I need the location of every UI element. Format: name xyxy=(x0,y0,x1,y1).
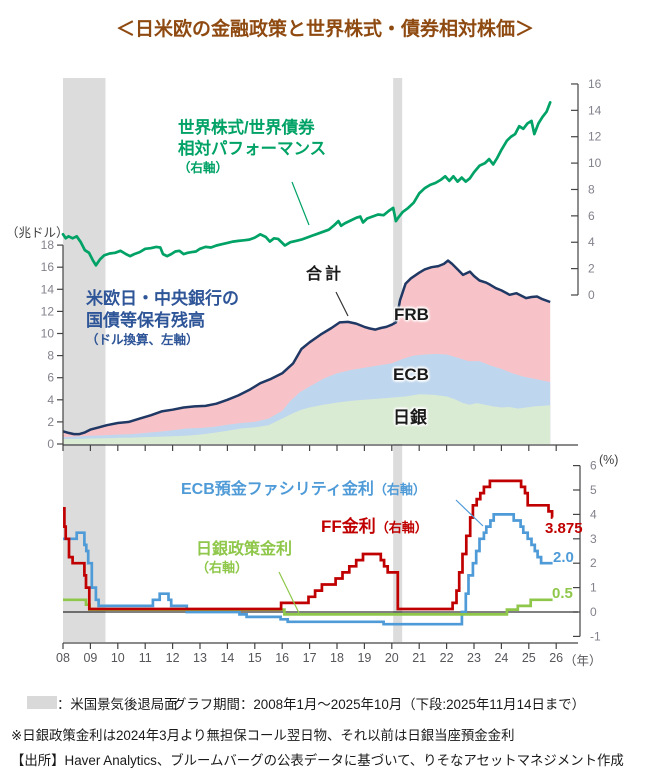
right-top-axis-tick-label: 16 xyxy=(588,77,602,91)
year-label: 14 xyxy=(220,651,234,665)
right-top-axis-tick-label: 4 xyxy=(588,235,595,249)
ecb-rate-label-text: ECB預金ファシリティ金利 xyxy=(181,481,374,498)
year-label: 12 xyxy=(166,651,180,665)
recession-legend-swatch xyxy=(27,696,57,709)
right-top-axis-tick-label: 2 xyxy=(588,262,595,276)
step-ff_line xyxy=(63,479,554,611)
policy-rate-lines xyxy=(63,479,554,626)
year-label: 25 xyxy=(522,651,536,665)
total-label-leader xyxy=(335,291,349,317)
left-axis-tick-label: 4 xyxy=(47,393,54,407)
ecb-rate-axis-note: （右軸） xyxy=(373,482,426,497)
year-label: 10 xyxy=(111,651,125,665)
source-footnote: 【出所】Haver Analytics、ブルームバーグの公表データに基づいて、り… xyxy=(11,753,624,768)
year-label: 23 xyxy=(467,651,481,665)
year-axis-unit: （年） xyxy=(564,654,602,668)
total-label: 合計 xyxy=(306,266,345,283)
ecb-rate-label: ECB預金ファシリティ金利（右軸） xyxy=(181,480,426,500)
right-top-axis-tick-label: 6 xyxy=(588,209,595,223)
step-boj_line xyxy=(63,598,553,616)
page-title: ＜日米欧の金融政策と世界株式・債券相対株価＞ xyxy=(115,19,534,40)
right-bottom-axis-tick-label: -1 xyxy=(590,629,601,643)
world-relative-label-line1: 世界株式/世界債券 xyxy=(178,119,315,137)
left-axis-tick-label: 12 xyxy=(41,304,55,318)
percent-axis-unit: (%) xyxy=(599,453,619,467)
right-top-axis-tick-label: 0 xyxy=(588,288,595,302)
right-bottom-axis-tick-label: 6 xyxy=(590,459,597,473)
boj-end-value: 0.5 xyxy=(552,585,573,602)
cb-label-line1: 米欧日・中央銀行の xyxy=(86,289,239,308)
ecb-area-label: ECB xyxy=(393,365,429,384)
year-label: 16 xyxy=(275,651,289,665)
left-axis-tick-label: 10 xyxy=(41,327,55,341)
world-relative-axis-note: （右軸） xyxy=(178,161,229,176)
year-label: 15 xyxy=(248,651,262,665)
right-bottom-axis-tick-label: 5 xyxy=(590,483,597,497)
right-top-axis-tick-label: 10 xyxy=(588,156,602,170)
left-axis-unit: （兆ドル） xyxy=(6,226,69,240)
right-bottom-axis-tick-label: 1 xyxy=(590,581,597,595)
boj-rate-label-leader xyxy=(278,571,300,614)
leader-lines xyxy=(278,181,484,614)
left-axis-tick-label: 2 xyxy=(47,415,54,429)
area-boj_area xyxy=(63,394,551,444)
right-bottom-axis-tick-label: 0 xyxy=(590,605,597,619)
boj-rate-label-text: 日銀政策金利 xyxy=(196,541,293,558)
world-label-leader xyxy=(291,181,310,226)
right-bottom-axis-tick-label: 3 xyxy=(590,532,597,546)
cb-label-line2: 国債等保有残高 xyxy=(86,310,205,330)
right-top-axis-tick-label: 14 xyxy=(588,103,602,117)
year-label: 20 xyxy=(385,651,399,665)
frb-area-label: FRB xyxy=(394,305,429,324)
year-label: 26 xyxy=(549,651,563,665)
year-label: 24 xyxy=(494,651,508,665)
left-axis-tick-label: 18 xyxy=(41,238,55,252)
left-axis-tick-label: 0 xyxy=(47,437,54,451)
year-label: 13 xyxy=(193,651,207,665)
central-bank-holdings-label: 米欧日・中央銀行の 国債等保有残高 （ドル換算、左軸） xyxy=(86,288,239,348)
year-label: 17 xyxy=(303,651,317,665)
left-axis-tick-label: 6 xyxy=(47,371,54,385)
year-label: 22 xyxy=(440,651,454,665)
relative-performance-line xyxy=(61,101,552,267)
right-bottom-axis-tick-label: 4 xyxy=(590,507,597,521)
chart-period-label: グラフ期間：2008年1月～2025年10月（下段:2025年11月14日まで） xyxy=(173,697,586,712)
year-label: 19 xyxy=(357,651,371,665)
policy-rate-footnote: ※日銀政策金利は2024年3月より無担保コール翌日物、それ以前は日銀当座預金金利 xyxy=(11,728,515,743)
year-label: 08 xyxy=(56,651,70,665)
year-label: 09 xyxy=(83,651,97,665)
top-lines xyxy=(61,101,552,436)
world-relative-label: 世界株式/世界債券 相対パフォーマンス （右軸） xyxy=(178,118,326,176)
boj-rate-label: 日銀政策金利 （右軸） xyxy=(196,540,292,577)
year-label: 11 xyxy=(139,651,152,665)
stacked-areas xyxy=(63,260,551,444)
ff-end-value: 3.875 xyxy=(545,520,583,537)
world-relative-label-line2: 相対パフォーマンス xyxy=(178,140,327,159)
ecb-end-value: 2.0 xyxy=(553,549,574,566)
ecb-rate-label-leader xyxy=(455,499,484,527)
total-line xyxy=(62,259,551,436)
right-top-axis-tick-label: 8 xyxy=(588,182,595,196)
recession-legend-label: ：米国景気後退局面 xyxy=(57,697,178,712)
ff-rate-label: FF金利（右軸） xyxy=(321,516,428,538)
left-axis-tick-label: 8 xyxy=(47,349,54,363)
boj-area-label: 日銀 xyxy=(393,408,427,427)
right-top-axis-tick-label: 12 xyxy=(588,130,602,144)
year-label: 18 xyxy=(330,651,344,665)
ff-rate-axis-note: （右軸） xyxy=(375,520,428,535)
cb-axis-note: （ドル換算、左軸） xyxy=(86,332,199,347)
ff-rate-label-text: FF金利 xyxy=(321,517,376,536)
left-axis-tick-label: 16 xyxy=(41,260,55,274)
boj-rate-axis-note: （右軸） xyxy=(196,560,249,576)
year-label: 21 xyxy=(412,651,426,665)
right-bottom-axis-tick-label: 2 xyxy=(590,556,597,570)
left-axis-tick-label: 14 xyxy=(41,282,55,296)
step-ecb_line xyxy=(63,513,553,626)
